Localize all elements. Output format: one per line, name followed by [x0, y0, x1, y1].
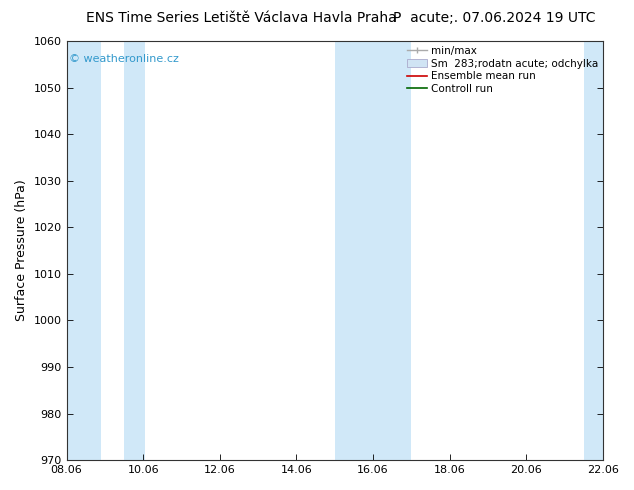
Bar [67, 41, 101, 460]
Bar [392, 41, 411, 460]
Bar [124, 41, 145, 460]
Bar [584, 41, 603, 460]
Y-axis label: Surface Pressure (hPa): Surface Pressure (hPa) [15, 180, 28, 321]
Text: P  acute;. 07.06.2024 19 UTC: P acute;. 07.06.2024 19 UTC [393, 11, 596, 25]
Text: ENS Time Series Letiště Václava Havla Praha: ENS Time Series Letiště Václava Havla Pr… [86, 11, 396, 25]
Text: © weatheronline.cz: © weatheronline.cz [69, 53, 179, 64]
Bar [335, 41, 392, 460]
Legend: min/max, Sm  283;rodatn acute; odchylka, Ensemble mean run, Controll run: min/max, Sm 283;rodatn acute; odchylka, … [406, 46, 598, 94]
